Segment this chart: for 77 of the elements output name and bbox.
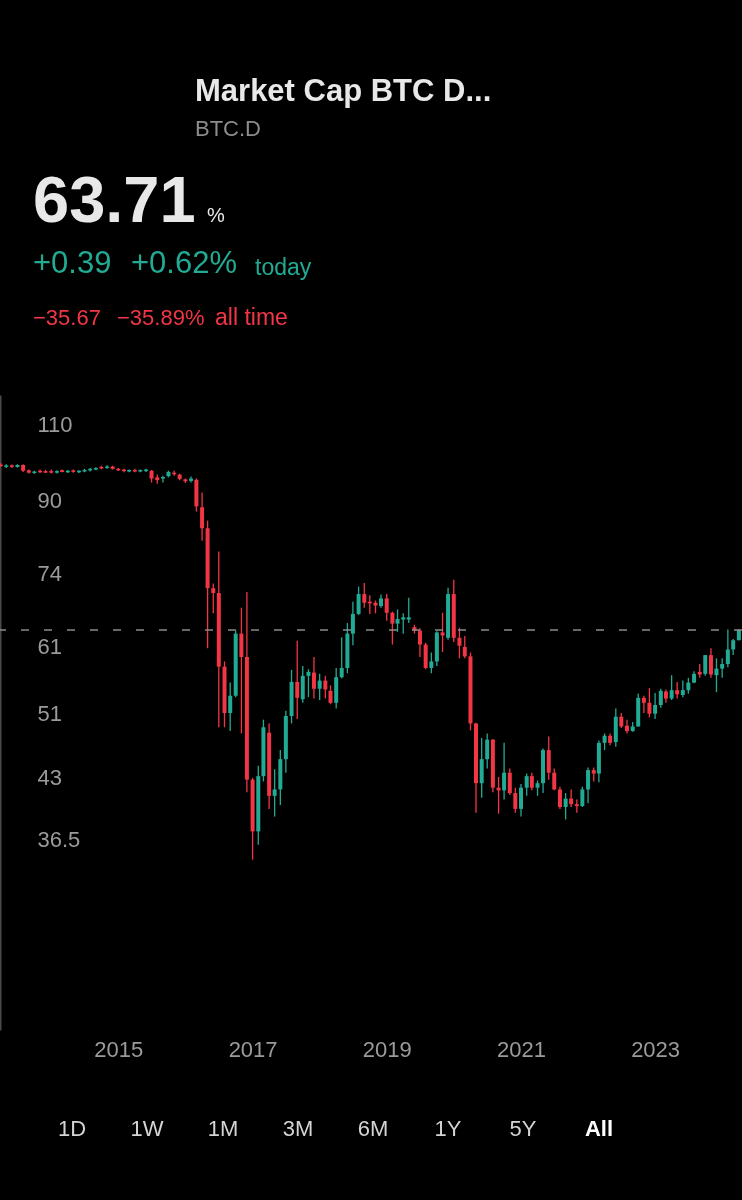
candlestick <box>356 585 361 616</box>
candlestick <box>653 692 658 720</box>
text: 1W <box>130 1116 164 1141</box>
candlestick <box>519 783 523 818</box>
x-tick-label: 2015 <box>94 1036 144 1062</box>
candlestick <box>658 688 663 709</box>
y-tick-label: 43 <box>37 765 62 791</box>
y-tick-label: 51 <box>37 701 62 727</box>
candlestick <box>306 668 311 698</box>
candlestick <box>641 695 646 714</box>
candlestick <box>669 674 674 701</box>
candlestick <box>429 651 434 674</box>
candlestick <box>485 732 490 770</box>
y-tick-label: 36.5 <box>37 827 81 853</box>
y-tick-label: 110 <box>37 412 73 438</box>
candlestick <box>546 735 551 781</box>
candlestick <box>502 742 507 801</box>
x-tick-label: 2021 <box>497 1036 546 1062</box>
candlestick <box>563 792 568 821</box>
text: All <box>584 1116 614 1141</box>
candlestick <box>580 786 585 808</box>
candlestick <box>228 681 233 732</box>
candlestick <box>390 610 395 646</box>
candlestick <box>557 786 562 810</box>
candlestick <box>417 627 422 658</box>
candlestick <box>586 766 591 804</box>
candlestick <box>406 597 411 624</box>
candlestick <box>384 593 389 622</box>
candlestick <box>524 772 529 797</box>
text: 6M <box>357 1116 389 1141</box>
y-tick-label: 90 <box>37 487 62 513</box>
candlestick <box>300 665 305 704</box>
candlestick <box>239 607 244 735</box>
text: 1M <box>207 1116 239 1141</box>
text: −35.89% <box>117 305 205 330</box>
candlestick <box>339 636 344 680</box>
candlestick <box>311 656 316 700</box>
candlestick <box>440 612 445 653</box>
candlestick <box>362 582 367 609</box>
candlestick <box>703 654 708 677</box>
text: +0.62% <box>131 245 238 280</box>
x-tick-label: 2019 <box>362 1036 412 1062</box>
candlestick <box>200 491 205 542</box>
text: +0.39 <box>33 245 112 280</box>
candlestick <box>552 767 557 792</box>
candlestick <box>272 768 277 818</box>
text: 1Y <box>434 1116 462 1141</box>
x-tick-label: 2017 <box>228 1036 278 1062</box>
candlestick <box>350 601 355 646</box>
candlestick <box>317 673 322 701</box>
text: 63.71 <box>33 163 196 236</box>
candlestick <box>647 687 652 719</box>
candlestick <box>160 475 165 484</box>
candlestick <box>295 640 300 720</box>
candlestick <box>211 582 216 614</box>
x-tick-label: 2023 <box>631 1036 681 1062</box>
chart-title: Market Cap BTC D... <box>195 73 492 108</box>
candlestick <box>720 657 725 679</box>
text: all time <box>215 304 288 330</box>
text: 3M <box>282 1116 314 1141</box>
candlestick <box>507 767 512 796</box>
text: 1D <box>57 1116 87 1141</box>
candlestick <box>708 647 713 679</box>
candlestick <box>328 684 333 705</box>
chart-subtitle: BTC.D <box>195 116 261 141</box>
candlestick <box>725 628 730 668</box>
text: 5Y <box>509 1116 537 1141</box>
candlestick <box>462 635 467 659</box>
text: −35.67 <box>33 305 101 330</box>
candlestick <box>714 657 719 693</box>
text: % <box>207 204 225 226</box>
candlestick <box>423 642 428 670</box>
candlestick <box>457 627 462 659</box>
y-tick-label: 61 <box>37 633 62 659</box>
text: today <box>255 254 312 280</box>
y-tick-label: 74 <box>37 561 62 587</box>
candlestick <box>513 787 518 814</box>
